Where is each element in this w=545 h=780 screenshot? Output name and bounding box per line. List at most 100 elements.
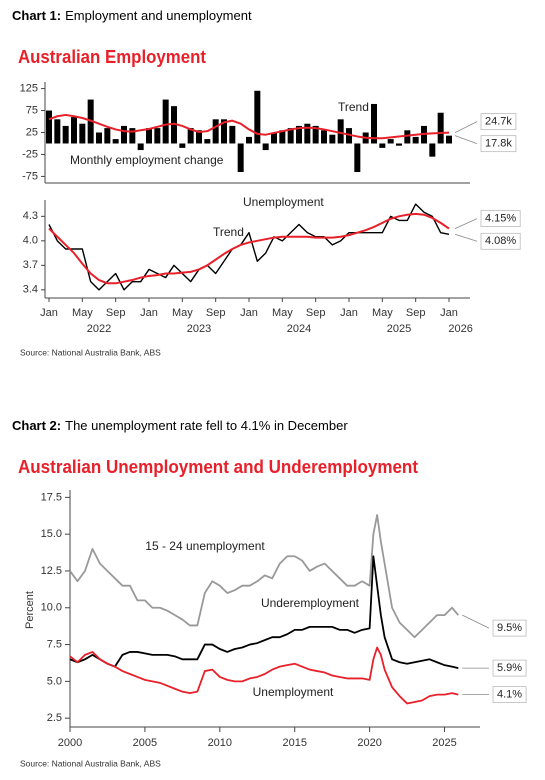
bar — [46, 110, 52, 144]
bar — [254, 90, 261, 144]
bar — [71, 117, 77, 144]
bar — [246, 136, 252, 144]
series-label: Unemployment — [253, 685, 334, 699]
end-label: 24.7k — [485, 116, 512, 128]
x-year-label: 2025 — [387, 323, 411, 335]
y-tick-label: 2.5 — [47, 712, 62, 724]
caption-label: Chart 2: — [12, 418, 61, 433]
line-series — [69, 514, 459, 639]
y-tick-label: 15.0 — [41, 528, 62, 540]
x-tick-label: 2010 — [208, 737, 232, 749]
bar — [121, 125, 127, 144]
x-tick-label: 2015 — [282, 737, 306, 749]
x-tick-label: May — [172, 307, 193, 319]
x-tick-label: May — [372, 307, 393, 319]
bar — [96, 132, 102, 144]
bar — [337, 119, 344, 144]
caption-text: The unemployment rate fell to 4.1% in De… — [65, 418, 348, 433]
end-label-box — [492, 686, 527, 704]
bar — [146, 128, 152, 144]
x-tick-label: May — [72, 307, 93, 319]
bar — [279, 130, 286, 144]
chart-caption: Chart 1: Employment and unemployment — [12, 8, 252, 23]
x-tick-label: Sep — [406, 307, 426, 319]
bar — [446, 135, 452, 144]
bar — [354, 143, 361, 173]
bar — [79, 123, 86, 144]
bar — [437, 112, 444, 144]
x-year-label: 2024 — [287, 323, 311, 335]
y-tick-label: 4.0 — [23, 235, 38, 247]
x-tick-label: May — [272, 307, 293, 319]
end-label-box — [492, 659, 527, 677]
source-note: Source: National Australia Bank, ABS — [20, 758, 161, 768]
x-year-label: 2022 — [87, 323, 111, 335]
source-note: Source: National Australia Bank, ABS — [20, 347, 161, 357]
line-series — [48, 203, 450, 291]
x-tick-label: 2020 — [357, 737, 381, 749]
bar — [62, 125, 69, 144]
leader-line — [462, 614, 490, 629]
chart-title: Australian Unemployment and Underemploym… — [18, 457, 418, 477]
bar — [321, 130, 327, 144]
end-label-box — [480, 232, 521, 250]
y-tick-label: -75 — [22, 170, 38, 182]
bar — [371, 103, 377, 144]
line-series — [48, 113, 450, 140]
bar — [229, 125, 236, 144]
bar — [404, 130, 411, 144]
bar — [204, 139, 211, 144]
x-tick-label: Jan — [240, 307, 258, 319]
bar — [129, 128, 136, 144]
bar — [179, 143, 186, 148]
y-tick-label: 25 — [26, 126, 38, 138]
leader-line — [454, 233, 478, 242]
y-tick-label: 125 — [20, 82, 38, 94]
x-tick-label: Sep — [306, 307, 326, 319]
x-tick-label: Jan — [140, 307, 158, 319]
series-label: Unemployment — [243, 195, 324, 209]
caption-text: Employment and unemployment — [65, 8, 252, 23]
end-label: 5.9% — [497, 662, 522, 674]
bar — [112, 139, 119, 144]
x-tick-label: 2000 — [58, 737, 82, 749]
line-series — [48, 212, 450, 285]
bar — [196, 130, 202, 144]
end-label: 4.1% — [497, 689, 522, 701]
y-tick-label: 10.0 — [41, 602, 62, 614]
x-tick-label: Jan — [340, 307, 358, 319]
y-tick-label: 4.3 — [23, 210, 38, 222]
end-label: 9.5% — [497, 622, 522, 634]
x-year-label: 2023 — [187, 323, 211, 335]
bar — [271, 132, 277, 144]
end-label-box — [492, 619, 527, 637]
x-tick-label: Sep — [106, 307, 126, 319]
y-tick-label: 75 — [26, 104, 38, 116]
bar — [237, 143, 244, 173]
series-label: Trend — [338, 100, 369, 114]
caption-label: Chart 1: — [12, 8, 61, 23]
y-tick-label: 5.0 — [47, 675, 62, 687]
bar — [396, 143, 402, 146]
bar — [346, 128, 352, 144]
bar — [221, 119, 227, 144]
bar — [262, 143, 269, 151]
x-year-label: 2026 — [448, 323, 472, 335]
leader-line — [454, 218, 478, 229]
bar — [379, 143, 386, 148]
bar — [296, 125, 302, 144]
y-tick-label: 12.5 — [41, 565, 62, 577]
x-tick-label: Jan — [440, 307, 458, 319]
x-tick-label: 2025 — [432, 737, 456, 749]
leader-line — [454, 121, 478, 133]
bar — [187, 128, 194, 144]
bar — [387, 139, 394, 144]
y-tick-label: -25 — [22, 148, 38, 160]
series-label: Monthly employment change — [70, 153, 224, 167]
bar — [171, 106, 177, 144]
end-label: 4.08% — [485, 235, 516, 247]
bar — [212, 119, 219, 144]
end-label: 4.15% — [485, 212, 516, 224]
